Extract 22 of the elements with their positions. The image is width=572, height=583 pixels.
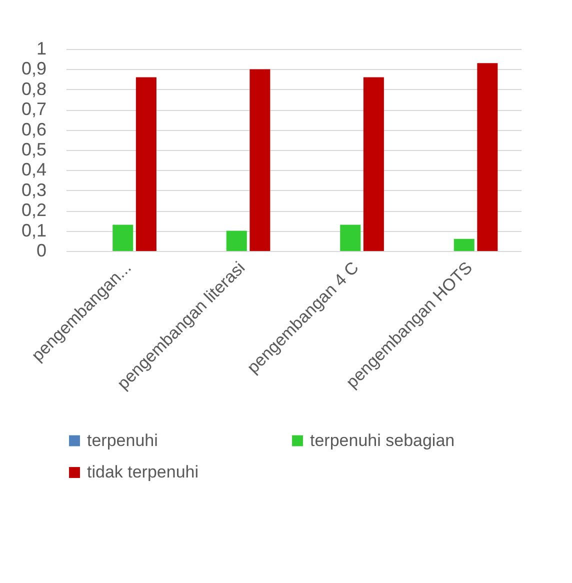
bar <box>136 77 156 251</box>
y-tick-label: 0,3 <box>21 180 46 200</box>
y-tick-label: 0,7 <box>21 99 46 120</box>
y-tick-label: 1 <box>36 38 46 58</box>
bar <box>340 224 361 251</box>
legend-label: tidak terpenuhi <box>87 462 199 482</box>
legend-label: terpenuhi sebagian <box>310 430 455 450</box>
y-tick-label: 0,1 <box>21 220 46 240</box>
bar <box>477 63 498 251</box>
bar <box>454 238 474 251</box>
bar <box>363 77 384 251</box>
y-tick-label: 0,5 <box>21 140 46 160</box>
y-tick-label: 0,6 <box>21 119 46 140</box>
bar <box>250 69 270 251</box>
y-tick-label: 0,2 <box>21 200 46 220</box>
legend-label: terpenuhi <box>87 430 158 450</box>
y-tick-label: 0 <box>36 240 46 260</box>
y-tick-label: 0,8 <box>21 78 46 99</box>
bar <box>112 224 134 251</box>
y-tick-label: 0,9 <box>21 58 46 79</box>
y-tick-label: 0,4 <box>21 160 46 180</box>
bar <box>226 230 247 251</box>
